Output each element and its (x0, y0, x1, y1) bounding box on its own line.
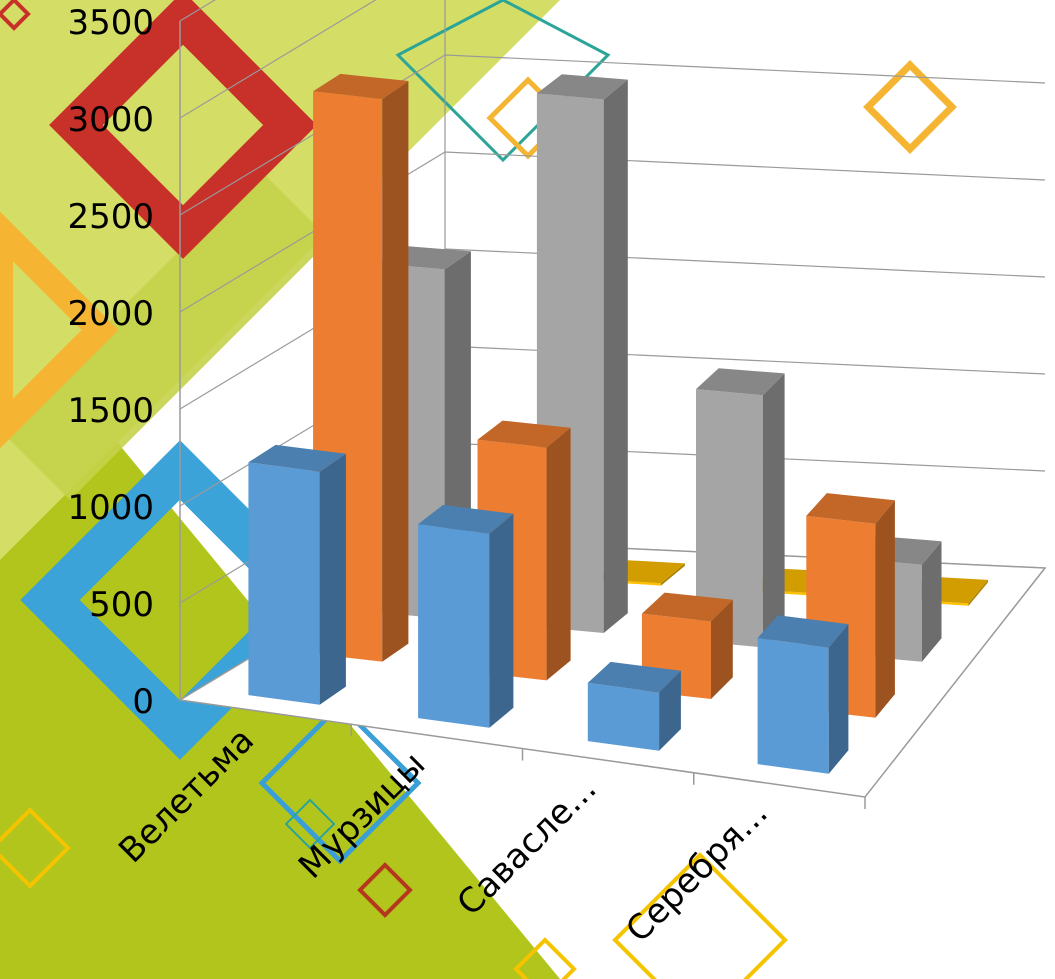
bar-top-face (757, 615, 849, 648)
bar-front-face (696, 389, 763, 648)
bar-front-face (587, 682, 660, 751)
y-tick-label: 2500 (67, 197, 154, 237)
bar-front-face (248, 462, 320, 705)
bar-side-face (546, 427, 571, 681)
gridline (179, 0, 216, 22)
bar (418, 504, 514, 728)
yellow-large-diamond-bottom (612, 852, 788, 979)
bar-side-face (319, 453, 346, 705)
bar (757, 615, 849, 774)
bar-top-face (248, 444, 346, 472)
bar-front-face (418, 524, 490, 728)
bar (587, 661, 681, 751)
x-category-label: Савасле... (449, 769, 604, 924)
bar-side-face (603, 79, 628, 634)
y-tick-label: 3500 (67, 3, 154, 43)
yellow-diamond-bottom-left (0, 807, 71, 889)
bar-side-face (968, 579, 988, 606)
bar-top-face (536, 74, 628, 100)
bar-side-face (875, 500, 895, 718)
small-red-diamond (0, 0, 31, 31)
yellow-diamond-left (0, 211, 119, 449)
bar-side-face (660, 563, 685, 586)
teal-small-diamond (284, 798, 336, 850)
bar-top-face (806, 493, 895, 524)
y-tick-label: 2000 (67, 294, 154, 334)
y-tick-label: 1000 (67, 488, 154, 528)
bar-top-face (587, 661, 681, 693)
x-category-label: Мурзицы (291, 744, 433, 886)
bar (641, 592, 733, 699)
teal-diamond-top (395, 0, 611, 163)
bar-side-face (921, 541, 942, 662)
bar-side-face (711, 599, 733, 699)
y-tick-label: 1500 (67, 391, 154, 431)
bar-side-face (489, 513, 514, 728)
bar-top-face (641, 592, 733, 622)
bar-top-face (418, 504, 514, 534)
bar (248, 444, 346, 705)
bar-front-face (757, 638, 829, 774)
bar-top-face (696, 368, 785, 396)
bar-top-face (313, 73, 409, 100)
y-tick-label: 3000 (67, 100, 154, 140)
y-axis-ticks: 0 500 1000 1500 2000 2500 3000 3500 (67, 3, 154, 722)
y-tick-label: 0 (132, 682, 154, 722)
blue-diamond-bottom (258, 701, 422, 865)
bar (696, 368, 785, 648)
x-category-label: Серебря... (618, 793, 775, 950)
bar-side-face (382, 81, 409, 662)
bar-side-face (828, 624, 849, 774)
bar-side-face (762, 373, 785, 648)
olive-diagonal-stripe (0, 170, 330, 500)
red-diamond-outline (49, 0, 317, 259)
yellow-diamond-bottom (513, 937, 577, 979)
gridline (179, 0, 377, 119)
orange-diamond-right (863, 60, 957, 154)
bar-groups (248, 73, 988, 774)
bar-top-face (477, 420, 571, 448)
bar-side-face (659, 670, 681, 751)
x-category-label: Велетьма (111, 720, 262, 871)
red-small-diamond-bottom (357, 862, 413, 918)
y-tick-label: 500 (89, 585, 154, 625)
